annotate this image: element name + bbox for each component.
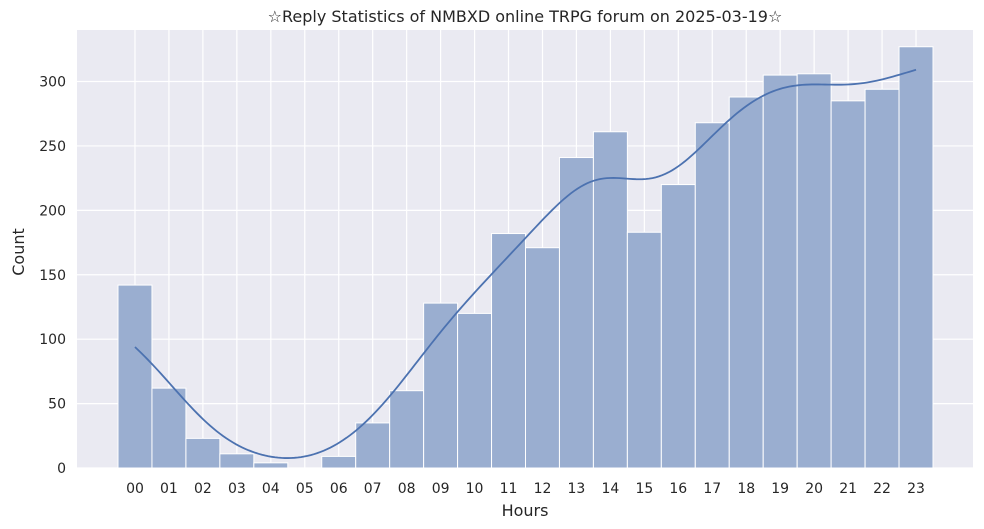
bar-04	[253, 462, 289, 469]
x-tick-label: 08	[398, 481, 416, 497]
x-tick-labels: 00 01 02 03 04 05 06 07 08 09 10 11 12 13 14 15 16 17 18 19…	[126, 481, 925, 497]
bar-12	[525, 247, 560, 469]
x-tick-label: 06	[330, 481, 348, 497]
bar-00	[117, 284, 153, 469]
bar-11	[491, 233, 526, 469]
bar-06	[321, 455, 357, 469]
bar-08	[389, 390, 425, 469]
x-tick-label: 09	[432, 481, 450, 497]
bar-15	[626, 231, 662, 469]
bar-09	[423, 302, 459, 469]
x-tick-label: 23	[907, 481, 925, 497]
x-tick-label: 13	[568, 481, 586, 497]
x-tick-label: 03	[228, 481, 246, 497]
x-tick-label: 00	[126, 481, 144, 497]
y-tick-label: 0	[57, 461, 66, 477]
bar-10	[457, 312, 493, 469]
x-tick-label: 02	[194, 481, 212, 497]
x-tick-label: 20	[805, 481, 823, 497]
y-tick-label: 150	[39, 268, 66, 284]
x-tick-label: 22	[873, 481, 891, 497]
bar-16	[660, 184, 696, 469]
bar-23	[898, 46, 934, 469]
bar-19	[762, 74, 798, 469]
bar-17	[694, 122, 730, 469]
bar-21	[830, 100, 866, 469]
x-tick-label: 14	[601, 481, 619, 497]
bar-01	[151, 387, 187, 469]
x-tick-label: 19	[771, 481, 789, 497]
x-tick-label: 21	[839, 481, 857, 497]
x-tick-label: 18	[737, 481, 755, 497]
y-tick-label: 250	[39, 139, 66, 155]
bar-03	[219, 453, 255, 469]
x-tick-label: 11	[500, 481, 518, 497]
y-tick-labels: 0 50 100 150 200 250 300	[39, 75, 66, 477]
chart-title: ☆Reply Statistics of NMBXD online TRPG f…	[268, 7, 783, 26]
y-axis-label: Count	[9, 228, 28, 276]
y-tick-label: 50	[48, 397, 66, 413]
bar-13	[558, 157, 594, 469]
y-tick-label: 300	[39, 75, 66, 91]
y-tick-label: 200	[39, 203, 66, 219]
x-axis-label: Hours	[502, 501, 549, 520]
x-tick-label: 12	[534, 481, 552, 497]
x-tick-label: 15	[635, 481, 653, 497]
x-tick-label: 17	[703, 481, 721, 497]
x-tick-label: 05	[296, 481, 314, 497]
bar-07	[355, 422, 391, 469]
bars	[117, 46, 934, 469]
x-tick-label: 16	[669, 481, 687, 497]
kde-curve	[134, 68, 917, 459]
bar-18	[728, 96, 764, 469]
x-tick-label: 10	[466, 481, 484, 497]
bar-02	[185, 437, 221, 469]
x-tick-label: 07	[364, 481, 382, 497]
x-tick-label: 01	[160, 481, 178, 497]
bar-22	[864, 88, 900, 469]
y-tick-label: 100	[39, 332, 66, 348]
bar-14	[592, 131, 628, 469]
bar-20	[796, 73, 832, 469]
kde-curve-layer	[134, 68, 917, 459]
x-tick-label: 04	[262, 481, 280, 497]
